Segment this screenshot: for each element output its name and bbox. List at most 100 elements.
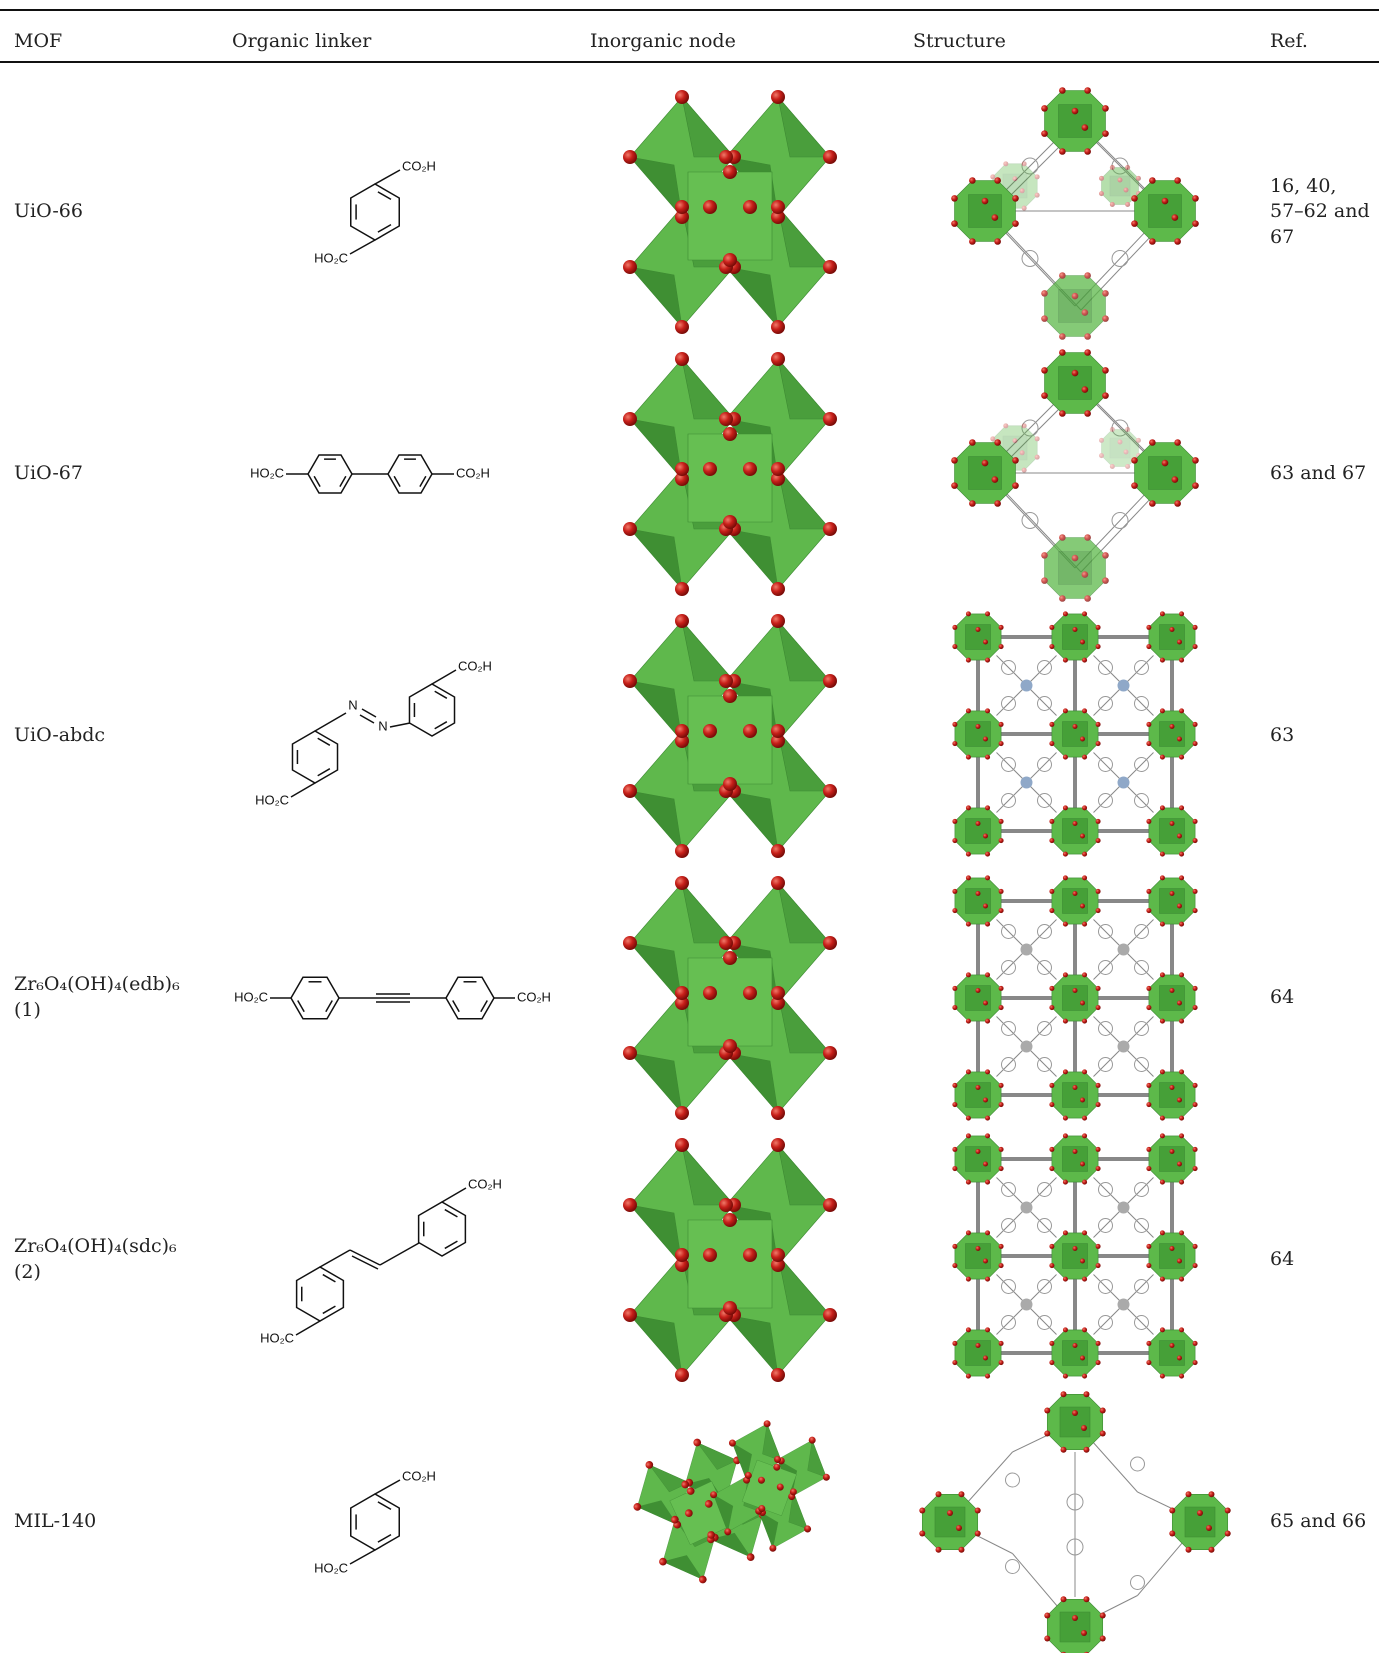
oxygen-atom: [774, 1455, 782, 1463]
oxygen-atom: [985, 1327, 991, 1333]
oxygen-atom: [1062, 1373, 1068, 1379]
polyhedron-face: [713, 1494, 734, 1533]
oxygen-atom: [1179, 972, 1185, 978]
linker-structure: HO₂C CO₂H: [250, 454, 490, 494]
oxygen-atom: [1059, 410, 1066, 417]
oxygen-atom: [808, 1436, 816, 1444]
oxygen-atom: [952, 1166, 958, 1172]
polyhedron-face: [629, 942, 683, 1004]
cluster: [1131, 439, 1199, 507]
oxygen-atom: [1192, 1360, 1198, 1366]
linker-ring: [1134, 1057, 1149, 1072]
oxygen-atom: [769, 1544, 777, 1552]
ring: [350, 183, 400, 241]
page: MOF Organic linker Inorganic node Struct…: [0, 9, 1379, 1653]
oxygen-atom: [1059, 333, 1066, 340]
node-cluster: [623, 614, 837, 858]
oxygen-atom: [985, 875, 991, 881]
oxygen-atom: [1084, 410, 1091, 417]
oxygen-atom: [623, 1198, 637, 1212]
oxygen-atom: [1146, 644, 1152, 650]
oxygen-atom: [952, 1102, 958, 1108]
linker-ring: [1098, 960, 1113, 975]
linker-ring: [1001, 660, 1016, 675]
linker-core: [1117, 1298, 1130, 1311]
oxygen-atom: [771, 352, 785, 366]
oxygen-atom: [952, 1360, 958, 1366]
oxygen-atom: [1095, 1340, 1101, 1346]
node-cluster: [623, 90, 837, 334]
oxygen-atom: [823, 522, 837, 536]
oxygen-atom: [965, 1179, 971, 1185]
bond: [297, 1000, 305, 1013]
polyhedron-face: [681, 1143, 735, 1206]
oxygen-atom: [1095, 888, 1101, 894]
oxygen-atom: [1159, 921, 1165, 927]
oxygen-atom: [952, 1243, 958, 1249]
oxygen-atom: [991, 214, 999, 221]
oxygen-atom: [947, 1510, 953, 1516]
oxygen-atom: [1177, 1000, 1182, 1006]
oxygen-atom: [1059, 87, 1066, 94]
oxygen-atom: [773, 1463, 781, 1471]
oxygen-atom: [952, 741, 958, 747]
oxygen-atom: [1099, 453, 1105, 459]
atom-label: HO₂C: [250, 465, 284, 480]
atom-label: HO₂C: [314, 1560, 348, 1575]
oxygen-atom: [1179, 921, 1185, 927]
oxygen-atom: [1041, 315, 1048, 322]
oxygen-atom: [1071, 292, 1079, 300]
oxygen-atom: [1060, 1391, 1067, 1398]
bond: [393, 475, 401, 487]
oxygen-atom: [1135, 437, 1141, 443]
oxygen-atom: [1049, 908, 1055, 914]
linker-ring: [1098, 793, 1113, 808]
oxygen-atom: [723, 951, 737, 965]
inorganic-node: [623, 614, 837, 858]
linker-core: [1117, 943, 1130, 956]
oxygen-atom: [1125, 427, 1131, 433]
linker-structure: CO₂H HO₂C: [314, 158, 436, 265]
oxygen-atom: [1208, 1546, 1215, 1553]
linker-ring: [1001, 793, 1016, 808]
oxygen-atom: [1081, 1425, 1087, 1431]
oxygen-atom: [1159, 1373, 1165, 1379]
oxygen-atom: [1099, 191, 1105, 197]
oxygen-atom: [1041, 392, 1048, 399]
oxygen-atom: [823, 784, 837, 798]
table-row: Zr₆O₄(OH)₄(sdc)₆ (2) CO₂H HO₂C 64: [0, 1129, 1379, 1391]
oxygen-atom: [1177, 1258, 1182, 1264]
oxygen-atom: [1072, 1149, 1078, 1154]
oxygen-atom: [1049, 1102, 1055, 1108]
cluster: [952, 972, 1004, 1024]
oxygen-atom: [1179, 1069, 1185, 1075]
oxygen-atom: [985, 1179, 991, 1185]
bond: [313, 475, 321, 487]
oxygen-atom: [1149, 177, 1156, 184]
oxygen-atom: [1135, 175, 1141, 181]
oxygen-atom: [1109, 165, 1115, 171]
polyhedron-face: [681, 881, 735, 944]
oxygen-atom: [1082, 1373, 1088, 1379]
linker-ring: [1134, 1021, 1149, 1036]
bond: [434, 690, 448, 699]
linker-ring: [1037, 960, 1052, 975]
polyhedron-face: [687, 695, 773, 785]
oxygen-atom: [1095, 838, 1101, 844]
oxygen-atom: [1169, 1246, 1175, 1251]
reference: 64: [1270, 1248, 1295, 1271]
polyhedron-face: [681, 357, 735, 420]
oxygen-atom: [1072, 1615, 1078, 1621]
oxygen-atom: [1169, 1343, 1175, 1348]
polyhedron-face: [732, 1442, 752, 1481]
oxygen-atom: [1049, 1146, 1055, 1152]
bond: [349, 1249, 381, 1266]
linker-ring: [1037, 757, 1052, 772]
oxygen-atom: [1012, 482, 1019, 489]
oxygen-atom: [975, 891, 981, 896]
oxygen-atom: [1049, 741, 1055, 747]
polyhedron-face: [687, 433, 773, 523]
oxygen-atom: [952, 624, 958, 630]
oxygen-atom: [1177, 903, 1182, 909]
oxygen-atom: [1179, 1276, 1185, 1282]
